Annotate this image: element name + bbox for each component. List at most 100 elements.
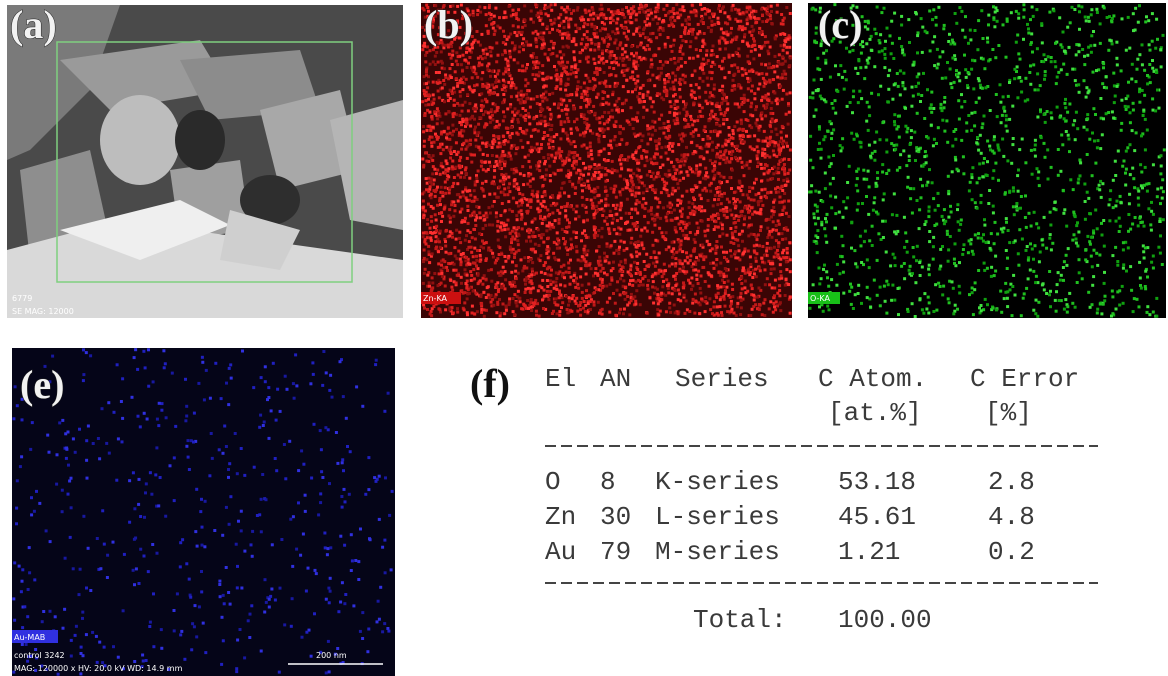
noise-dot	[427, 245, 430, 248]
noise-dot	[758, 27, 761, 30]
noise-dot	[479, 44, 482, 47]
noise-dot	[778, 284, 781, 287]
noise-dot	[595, 288, 598, 291]
noise-dot	[593, 86, 596, 89]
noise-dot	[601, 50, 604, 53]
noise-dot	[440, 131, 443, 134]
noise-dot	[682, 286, 685, 289]
noise-dot	[619, 125, 622, 128]
noise-dot	[632, 183, 635, 186]
noise-dot	[663, 86, 666, 89]
noise-dot	[689, 231, 692, 234]
noise-dot	[589, 129, 592, 132]
noise-dot	[517, 272, 520, 275]
noise-dot	[547, 123, 550, 126]
noise-dot	[499, 315, 502, 318]
noise-dot	[617, 63, 620, 66]
noise-dot	[581, 145, 584, 148]
noise-dot	[498, 246, 501, 249]
noise-dot	[774, 252, 777, 255]
noise-dot	[723, 214, 726, 217]
noise-dot	[755, 275, 758, 278]
noise-dot	[426, 109, 429, 112]
noise-dot	[766, 154, 769, 157]
noise-dot	[583, 22, 586, 25]
noise-dot	[521, 193, 524, 196]
noise-dot	[590, 149, 593, 152]
noise-dot	[492, 27, 495, 30]
noise-dot	[521, 165, 524, 168]
noise-dot	[567, 120, 570, 123]
noise-dot	[471, 69, 474, 72]
noise-dot	[662, 29, 665, 32]
noise-dot	[500, 270, 503, 273]
noise-dot	[429, 227, 432, 230]
noise-dot	[496, 109, 499, 112]
noise-dot	[560, 120, 563, 123]
noise-dot	[704, 13, 707, 16]
noise-dot	[532, 21, 535, 24]
noise-dot	[595, 67, 598, 70]
noise-dot	[558, 218, 561, 221]
noise-dot	[476, 83, 479, 86]
noise-dot	[698, 173, 701, 176]
noise-dot	[685, 270, 688, 273]
noise-dot	[510, 238, 513, 241]
noise-dot	[439, 203, 442, 206]
noise-dot	[508, 182, 511, 185]
noise-dot	[616, 204, 619, 207]
noise-dot	[570, 65, 573, 68]
noise-dot	[574, 192, 577, 195]
noise-dot	[669, 202, 672, 205]
noise-dot	[487, 111, 490, 114]
noise-dot	[546, 106, 549, 109]
noise-dot	[770, 272, 773, 275]
noise-dot	[626, 198, 629, 201]
noise-dot	[760, 167, 763, 170]
noise-dot	[612, 261, 615, 264]
noise-dot	[642, 106, 645, 109]
noise-dot	[473, 313, 476, 316]
noise-dot	[530, 150, 533, 153]
noise-dot	[681, 229, 684, 232]
noise-dot	[481, 57, 484, 60]
noise-dot	[650, 40, 653, 43]
noise-dot	[513, 58, 516, 61]
noise-dot	[692, 11, 695, 14]
noise-dot	[692, 103, 695, 106]
noise-dot	[673, 57, 676, 60]
noise-dot	[621, 102, 624, 105]
noise-dot	[444, 181, 447, 184]
noise-dot	[441, 87, 444, 90]
noise-dot	[574, 286, 577, 289]
noise-dot	[731, 54, 734, 57]
noise-dot	[529, 206, 532, 209]
noise-dot	[583, 245, 586, 248]
noise-dot	[557, 259, 560, 262]
noise-dot	[750, 126, 753, 129]
noise-dot	[581, 189, 584, 192]
noise-dot	[460, 282, 463, 285]
noise-dot	[766, 242, 769, 245]
noise-dot	[591, 8, 594, 11]
noise-dot	[740, 306, 743, 309]
noise-dot	[656, 76, 659, 79]
noise-dot	[513, 31, 516, 34]
noise-dot	[517, 25, 520, 28]
noise-dot	[599, 150, 602, 153]
noise-dot	[482, 52, 485, 55]
noise-dot	[529, 258, 532, 261]
noise-dot	[474, 292, 477, 295]
noise-dot	[422, 282, 425, 285]
noise-dot	[722, 251, 725, 254]
noise-dot	[731, 39, 734, 42]
noise-dot	[714, 160, 717, 163]
noise-dot	[738, 180, 741, 183]
noise-dot	[667, 291, 670, 294]
noise-dot	[625, 247, 628, 250]
noise-dot	[619, 163, 622, 166]
noise-dot	[456, 63, 459, 66]
noise-dot	[747, 211, 750, 214]
noise-dot	[438, 240, 441, 243]
noise-dot	[711, 141, 714, 144]
